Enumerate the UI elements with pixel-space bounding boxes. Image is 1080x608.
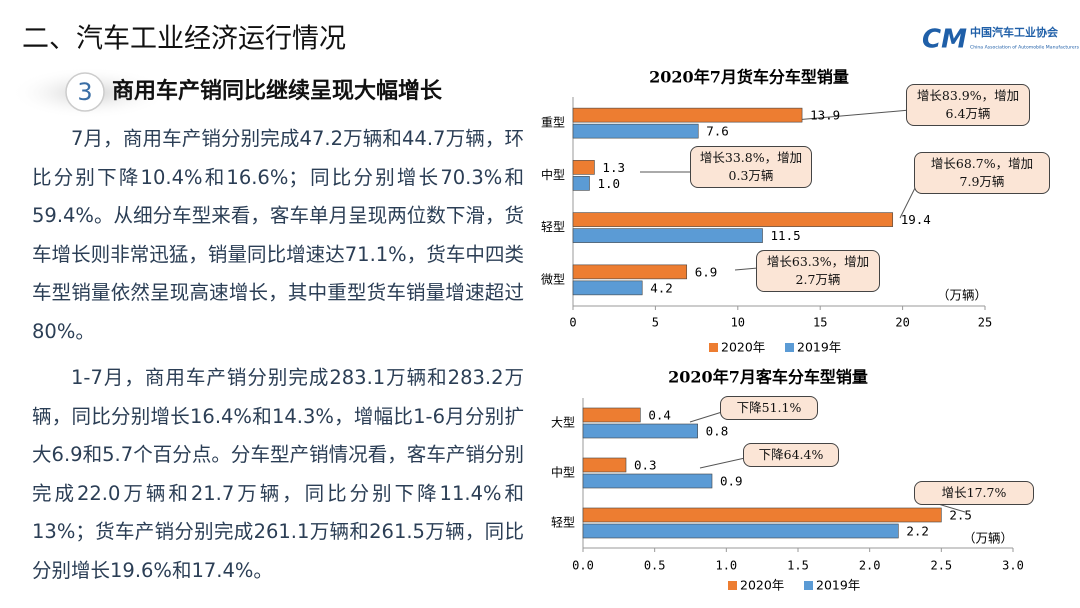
legend-label: 2019年 bbox=[797, 340, 841, 355]
x-tick-label: 15 bbox=[813, 316, 827, 330]
category-label: 中型 bbox=[551, 465, 575, 480]
callout: 下降51.1% bbox=[720, 396, 818, 420]
logo-en: China Association of Automobile Manufact… bbox=[970, 45, 1080, 51]
value-label: 19.4 bbox=[901, 212, 931, 227]
value-label: 0.8 bbox=[706, 424, 729, 439]
legend-label: 2019年 bbox=[816, 578, 860, 593]
legend-label: 2020年 bbox=[740, 578, 784, 593]
callout-pointers bbox=[640, 109, 966, 513]
bar bbox=[572, 160, 595, 175]
bar bbox=[572, 228, 763, 243]
bar bbox=[582, 457, 627, 473]
unit-label: （万辆） bbox=[963, 531, 1013, 546]
bar bbox=[572, 123, 699, 139]
x-tick-label: 0.5 bbox=[644, 559, 666, 573]
legend-swatch bbox=[728, 581, 737, 590]
category-label: 轻型 bbox=[551, 516, 575, 530]
x-tick-label: 25 bbox=[978, 316, 992, 330]
bar bbox=[572, 280, 643, 296]
chart-title: 2020年7月客车分车型销量 bbox=[668, 368, 868, 387]
x-tick-label: 1.0 bbox=[715, 559, 737, 573]
category-label: 微型 bbox=[541, 272, 565, 286]
value-label: 0.9 bbox=[720, 474, 743, 489]
section-title: 商用车产销同比继续呈现大幅增长 bbox=[112, 78, 443, 104]
callout: 增长17.7% bbox=[914, 481, 1034, 505]
callout: 下降64.4% bbox=[743, 443, 839, 467]
callout: 增长33.8%，增加0.3万辆 bbox=[690, 146, 812, 188]
value-label: 1.3 bbox=[602, 160, 625, 175]
x-tick-label: 0 bbox=[569, 316, 576, 330]
value-label: 0.3 bbox=[634, 458, 657, 473]
paragraph: 1-7月，商用车产销分别完成283.1万辆和283.2万辆，同比分别增长16.4… bbox=[32, 366, 524, 582]
bar bbox=[572, 176, 590, 191]
callout: 增长63.3%，增加2.7万辆 bbox=[756, 250, 880, 292]
category-label: 重型 bbox=[541, 116, 565, 130]
x-tick-label: 10 bbox=[731, 316, 745, 330]
value-label: 6.9 bbox=[695, 264, 718, 279]
category-label: 大型 bbox=[551, 416, 575, 430]
category-label: 中型 bbox=[541, 167, 565, 182]
unit-label: （万辆） bbox=[937, 288, 987, 303]
x-tick-label: 5 bbox=[652, 316, 659, 330]
value-label: 1.0 bbox=[597, 176, 620, 191]
x-tick-label: 20 bbox=[895, 316, 909, 330]
value-label: 11.5 bbox=[771, 228, 801, 243]
bar bbox=[582, 507, 942, 523]
x-tick-label: 2.5 bbox=[930, 559, 952, 573]
value-label: 4.2 bbox=[650, 280, 673, 295]
section-number: 3 bbox=[77, 78, 92, 106]
legend-swatch bbox=[785, 343, 794, 352]
bar bbox=[582, 407, 641, 423]
paragraph: 7月，商用车产销分别完成47.2万辆和44.7万辆，环比分别下降10.4%和16… bbox=[32, 127, 524, 343]
value-label: 2.2 bbox=[906, 524, 929, 539]
bar bbox=[582, 523, 899, 539]
page-title: 二、汽车工业经济运行情况 bbox=[22, 24, 346, 55]
legend-swatch bbox=[709, 343, 718, 352]
bar bbox=[572, 264, 688, 280]
logo-mark: CM bbox=[922, 25, 967, 55]
number-circle bbox=[65, 72, 105, 112]
bar bbox=[572, 107, 803, 123]
legend-label: 2020年 bbox=[721, 340, 765, 355]
callout: 增长68.7%，增加7.9万辆 bbox=[914, 152, 1050, 194]
x-tick-label: 2.0 bbox=[859, 559, 881, 573]
value-label: 0.4 bbox=[648, 408, 671, 423]
callout: 增长83.9%，增加6.4万辆 bbox=[906, 84, 1030, 126]
bar bbox=[572, 212, 894, 227]
category-label: 轻型 bbox=[541, 220, 565, 234]
value-label: 13.9 bbox=[810, 108, 840, 123]
logo-cn: 中国汽车工业协会 bbox=[970, 25, 1059, 39]
chart-title: 2020年7月货车分车型销量 bbox=[649, 68, 849, 87]
x-tick-label: 1.5 bbox=[787, 559, 809, 573]
bar bbox=[582, 473, 713, 489]
x-tick-label: 3.0 bbox=[1002, 559, 1024, 573]
legend-swatch bbox=[804, 581, 813, 590]
x-tick-label: 0.0 bbox=[572, 559, 594, 573]
bar bbox=[582, 423, 698, 439]
value-label: 7.6 bbox=[706, 124, 729, 139]
value-label: 2.5 bbox=[949, 508, 972, 523]
